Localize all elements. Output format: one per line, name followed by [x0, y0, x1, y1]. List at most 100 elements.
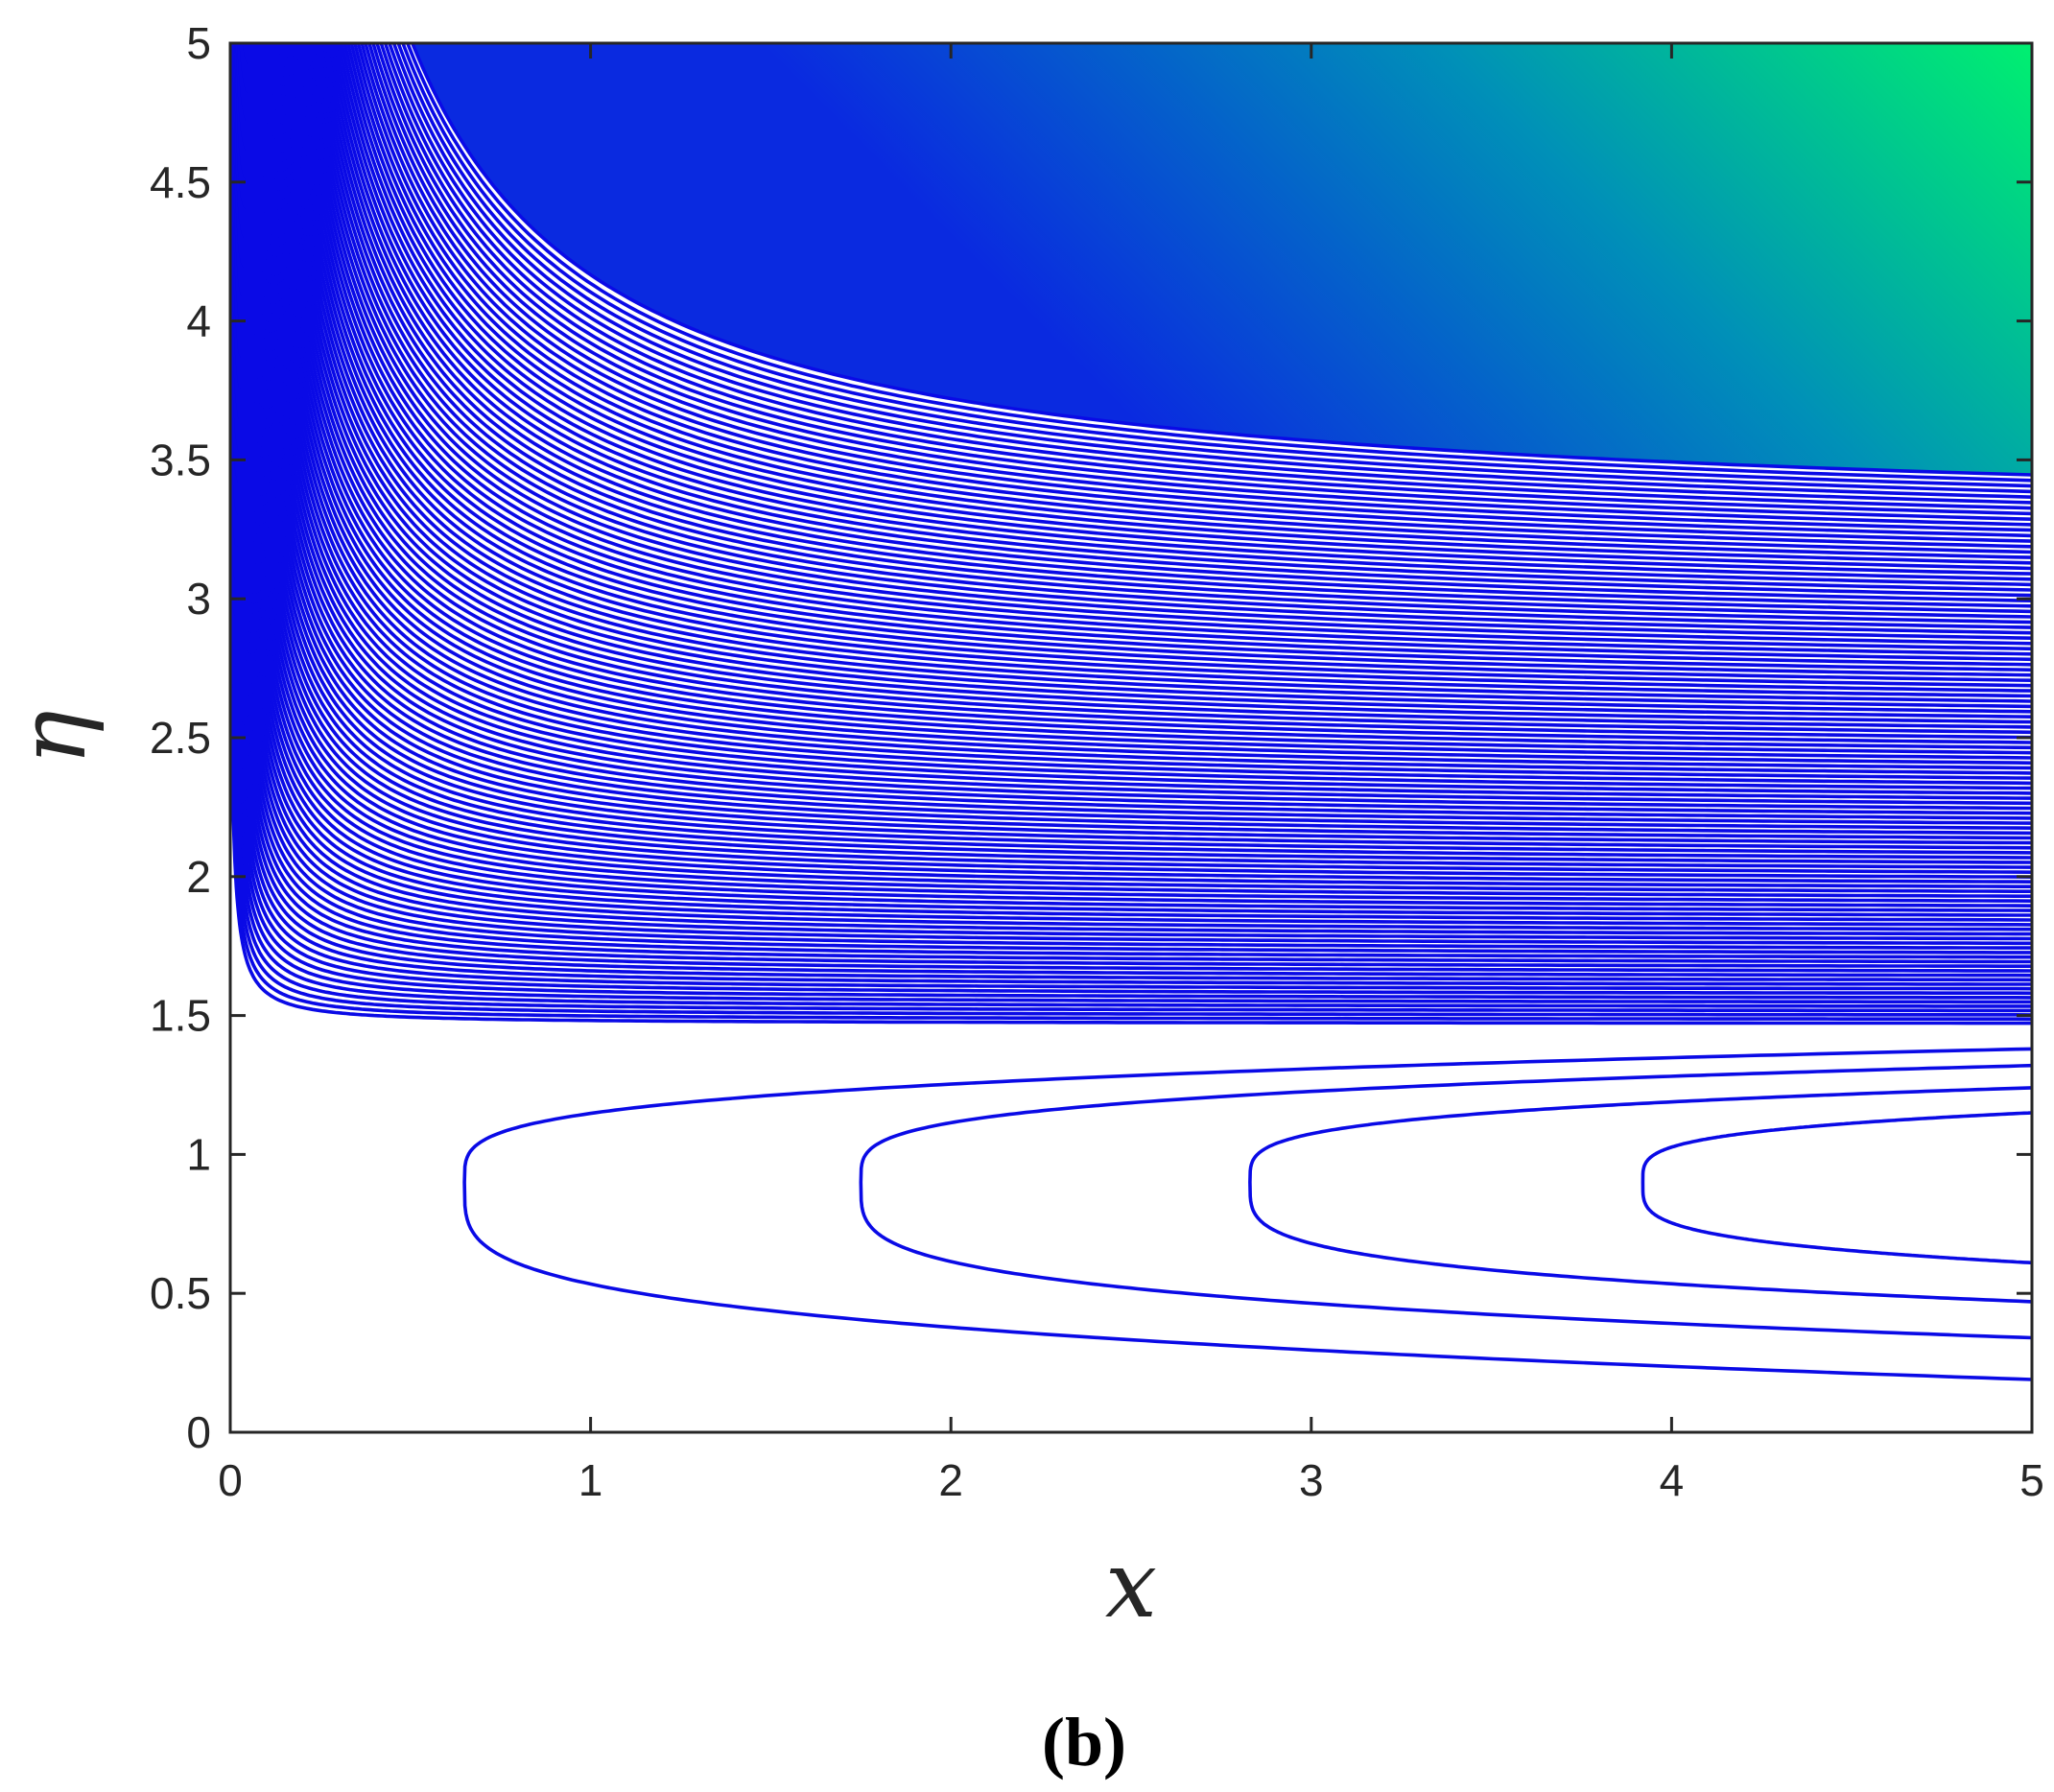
open-contour-line: [248, 43, 2032, 830]
figure-caption: (b): [1042, 1704, 1126, 1780]
open-contour-line: [304, 43, 2032, 646]
open-contour-line: [356, 43, 2032, 549]
open-contour-line: [232, 43, 2032, 941]
open-contour-line: [405, 43, 2032, 483]
open-contour-line: [364, 43, 2032, 538]
open-contour-line: [383, 43, 2032, 510]
x-axis-label: x: [1105, 1531, 1157, 1639]
open-contour-line: [388, 43, 2032, 505]
open-contour-line: [317, 43, 2032, 619]
open-contour-line: [242, 43, 2032, 869]
open-contour-line: [282, 43, 2032, 703]
open-contour-line: [314, 43, 2032, 625]
open-contour-line: [248, 43, 2032, 836]
y-tick-label: 3: [186, 574, 211, 624]
open-contour-line: [230, 328, 2032, 1008]
y-tick-label: 4: [186, 296, 211, 346]
open-contour-line: [230, 603, 2032, 1026]
open-contour-line: [247, 43, 2032, 840]
open-contour-line: [276, 43, 2032, 719]
open-contour-line: [294, 43, 2032, 672]
open-contour-line: [333, 43, 2032, 587]
y-tick-label: 5: [186, 18, 211, 68]
open-contour-line: [231, 43, 2032, 955]
open-contour-line: [244, 43, 2032, 855]
open-contour-line: [342, 43, 2032, 571]
y-tick-label: 2.5: [150, 713, 211, 763]
open-contour-line: [238, 43, 2032, 893]
open-contour-line: [268, 43, 2032, 750]
open-contour-line: [230, 178, 2032, 1000]
open-contour-line: [230, 43, 2032, 964]
open-contour-line: [336, 43, 2032, 581]
y-tick-labels: 0 0.5 1 1.5 2 2.5 3 3.5 4 4.5 5: [150, 18, 211, 1457]
open-contour-line: [230, 43, 2032, 986]
open-contour-line: [367, 43, 2032, 532]
open-contour-line: [396, 43, 2032, 494]
open-contour-line: [230, 43, 2032, 973]
open-contour-line: [230, 43, 2032, 968]
open-contour-line: [391, 43, 2032, 499]
open-contour-line: [353, 43, 2032, 554]
open-contour-line: [324, 43, 2032, 602]
plot-area: [230, 43, 2032, 1381]
open-contour-line: [327, 43, 2032, 598]
open-contour-line: [375, 43, 2032, 521]
open-contour-line: [230, 43, 2032, 959]
open-contour-line: [233, 43, 2032, 931]
x-tick-label: 3: [1299, 1455, 1324, 1505]
open-contour-line: [241, 43, 2032, 874]
open-contour-line: [230, 401, 2032, 1013]
open-contour-line: [237, 43, 2032, 903]
open-contour-line: [231, 43, 2032, 950]
open-contour-line: [266, 43, 2032, 755]
open-contour-line: [330, 43, 2032, 592]
open-contour-line: [401, 43, 2032, 488]
open-contour-line: [307, 43, 2032, 640]
open-contour-line: [242, 43, 2032, 864]
filled-region: [230, 43, 2032, 475]
open-contour-line: [230, 253, 2032, 1004]
open-contour-line: [349, 43, 2032, 559]
open-contour-line: [236, 43, 2032, 908]
x-tick-label: 5: [2019, 1455, 2044, 1505]
y-tick-label: 1.5: [150, 991, 211, 1041]
open-contour-line: [290, 43, 2032, 682]
x-tick-label: 0: [218, 1455, 243, 1505]
open-contour-line: [295, 43, 2032, 667]
open-contour-line: [321, 43, 2032, 608]
open-contour-line: [302, 43, 2032, 651]
open-contour-line: [246, 43, 2032, 845]
open-contour-line: [285, 43, 2032, 693]
x-tick-labels: 0 1 2 3 4 5: [218, 1455, 2044, 1505]
open-contour-line: [297, 43, 2032, 662]
open-contour-line: [230, 43, 2032, 978]
open-contour-line: [232, 43, 2032, 946]
open-contour-line: [360, 43, 2032, 543]
y-tick-label: 1: [186, 1129, 211, 1179]
open-contour-line: [230, 104, 2032, 996]
y-tick-label: 0: [186, 1407, 211, 1457]
closed-contour-lines: [462, 1047, 2032, 1381]
open-contour-line: [299, 43, 2032, 656]
open-contour-line: [234, 43, 2032, 922]
open-contour-line: [379, 43, 2032, 516]
open-contour-line: [273, 43, 2032, 729]
y-tick-label: 2: [186, 852, 211, 902]
open-contour-line: [271, 43, 2032, 740]
open-contour-line: [230, 473, 2032, 1017]
open-contour-line: [280, 43, 2032, 709]
y-tick-label: 4.5: [150, 157, 211, 207]
open-contour-line: [410, 43, 2032, 477]
open-contour-line: [230, 43, 2032, 991]
open-contour-line: [287, 43, 2032, 688]
open-contour-line: [340, 43, 2032, 576]
open-contour-line: [284, 43, 2032, 698]
closed-contour-line: [1641, 1111, 2032, 1265]
open-contour-line: [371, 43, 2032, 527]
open-contour-line: [239, 43, 2032, 884]
open-contour-line: [230, 542, 2032, 1022]
open-contour-line: [319, 43, 2032, 614]
open-contour-line: [240, 43, 2032, 879]
